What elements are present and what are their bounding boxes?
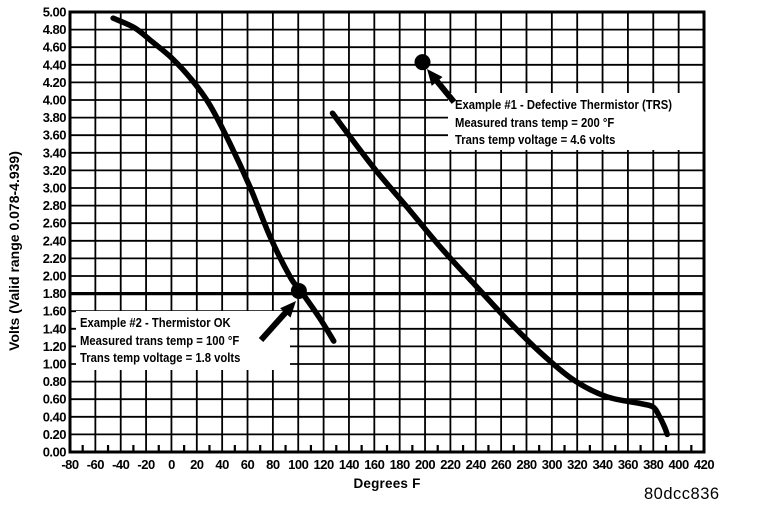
x-tick-label: 20 [190, 457, 204, 472]
y-tick-label: 0.00 [43, 445, 67, 460]
x-tick-label: 340 [592, 457, 612, 472]
y-tick-label: 3.40 [43, 145, 67, 160]
y-tick-label: 4.40 [43, 57, 67, 72]
example-1-arrow-icon [427, 69, 457, 104]
y-tick-label: 2.60 [43, 216, 67, 231]
annotation-box [448, 93, 704, 150]
x-tick-label: 180 [390, 457, 410, 472]
x-tick-label: -60 [87, 457, 105, 472]
curve-segment-2 [329, 110, 670, 438]
x-axis-tick-labels: -80 -60 -40 -20 0 20 40 60 80 100 120 140 160 180 200 2… [61, 457, 715, 472]
y-tick-label: 3.00 [43, 181, 67, 196]
x-tick-label: 280 [516, 457, 536, 472]
x-tick-label: 260 [491, 457, 511, 472]
plot-border [68, 10, 706, 454]
annotation-example-2-title: Example #2 - Thermistor OK [80, 316, 231, 330]
y-tick-label: 4.80 [43, 22, 67, 37]
y-tick-label: 2.00 [43, 269, 67, 284]
arrow-head [427, 69, 443, 86]
y-tick-label: 4.00 [43, 93, 67, 108]
y-tick-label: 2.80 [43, 198, 67, 213]
y-tick-label: 0.40 [43, 409, 67, 424]
y-tick-label: 1.60 [43, 304, 67, 319]
x-tick-label: -80 [61, 457, 79, 472]
y-tick-label: 4.60 [43, 40, 67, 55]
x-tick-label: 0 [168, 457, 175, 472]
annotation-example-2-temp: Measured trans temp = 100 °F [80, 333, 240, 348]
example-1-marker-dot [414, 54, 431, 71]
x-tick-label: 140 [339, 457, 359, 472]
annotation-example-1-voltage: Trans temp voltage = 4.6 volts [455, 133, 616, 148]
annotation-box [76, 311, 290, 370]
x-tick-label: 300 [542, 457, 562, 472]
grid [70, 12, 704, 452]
annotation-example-2: Example #2 - Thermistor OK Measured tran… [80, 315, 240, 368]
x-tick-label: 160 [364, 457, 384, 472]
figure-code: 80dcc836 [644, 485, 720, 503]
y-axis-title: Volts (Valid range 0.078-4.939) [6, 151, 22, 351]
annotation-example-1-title: Example #1 - Defective Thermistor (TRS) [455, 98, 672, 112]
x-tick-label: 100 [288, 457, 308, 472]
x-tick-label: 120 [313, 457, 333, 472]
x-tick-label: 240 [466, 457, 486, 472]
y-tick-label: 1.00 [43, 357, 67, 372]
x-tick-label: -40 [112, 457, 130, 472]
y-tick-label: 3.20 [43, 163, 67, 178]
y-tick-label: 1.40 [43, 321, 67, 336]
y-tick-label: 3.80 [43, 110, 67, 125]
y-tick-label: 0.20 [43, 427, 67, 442]
y-tick-label: 5.00 [43, 5, 67, 20]
y-tick-label: 0.60 [43, 392, 67, 407]
annotation-boxes [76, 93, 704, 370]
annotation-example-2-voltage: Trans temp voltage = 1.8 volts [80, 351, 241, 366]
y-tick-label: 3.60 [43, 128, 67, 143]
arrow-shaft [432, 76, 457, 104]
example-2-marker-dot [290, 282, 307, 299]
y-tick-label: 0.80 [43, 374, 67, 389]
example-2-arrow-icon [258, 301, 296, 343]
x-tick-label: 220 [440, 457, 460, 472]
x-tick-label: 80 [266, 457, 280, 472]
x-tick-label: 200 [415, 457, 435, 472]
x-tick-label: 320 [567, 457, 587, 472]
x-tick-label: 400 [669, 457, 689, 472]
y-axis-tick-labels: 0.00 0.20 0.40 0.60 0.80 1.00 1.20 1.40 1.60 1.80… [43, 5, 67, 460]
annotation-example-1-temp: Measured trans temp = 200 °F [455, 115, 615, 130]
x-tick-label: 60 [241, 457, 255, 472]
y-tick-label: 1.80 [43, 286, 67, 301]
y-tick-label: 2.40 [43, 233, 67, 248]
arrow-shaft [258, 307, 291, 343]
annotation-example-1: Example #1 - Defective Thermistor (TRS) … [455, 97, 672, 150]
x-tick-label: 380 [643, 457, 663, 472]
y-tick-label: 1.20 [43, 339, 67, 354]
arrow-head [280, 301, 296, 318]
x-tick-label: 360 [618, 457, 638, 472]
y-tick-label: 4.20 [43, 75, 67, 90]
x-tick-label: 40 [215, 457, 229, 472]
x-tick-label: 420 [694, 457, 714, 472]
x-tick-label: -20 [137, 457, 155, 472]
x-axis-title: Degrees F [353, 476, 421, 491]
y-tick-label: 2.20 [43, 251, 67, 266]
